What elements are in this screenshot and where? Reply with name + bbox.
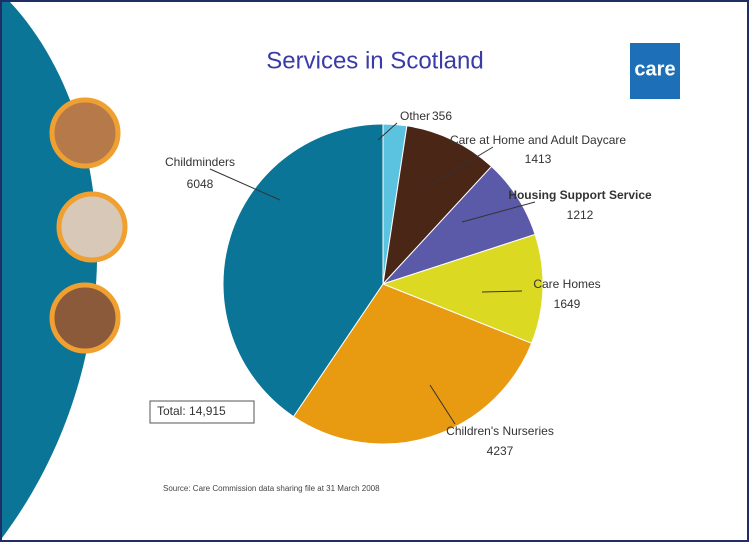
slice-value: 6048: [187, 177, 214, 191]
slice-label: Care at Home and Adult Daycare: [450, 133, 626, 147]
face-icon: [52, 285, 118, 351]
slide: Services in Scotland care Total: 14,915 …: [0, 0, 749, 542]
pie: [223, 124, 543, 444]
logo-text: care: [634, 58, 675, 80]
faces: [52, 100, 125, 351]
source-note: Source: Care Commission data sharing fil…: [163, 484, 380, 493]
slice-value: 1212: [567, 208, 594, 222]
slice-value: 4237: [487, 444, 514, 458]
slice-value: 1413: [525, 152, 552, 166]
slice-label: Children's Nurseries: [446, 424, 554, 438]
total-label: Total: 14,915: [157, 404, 226, 418]
slice-label: Childminders: [165, 155, 235, 169]
slice-label: Care Homes: [533, 277, 600, 291]
slice-value: 1649: [554, 297, 581, 311]
slice-label: Other: [400, 109, 430, 123]
face-icon: [59, 194, 125, 260]
slice-value: 356: [432, 109, 452, 123]
chart-title: Services in Scotland: [266, 47, 483, 74]
slice-label: Housing Support Service: [508, 188, 652, 202]
face-icon: [52, 100, 118, 166]
